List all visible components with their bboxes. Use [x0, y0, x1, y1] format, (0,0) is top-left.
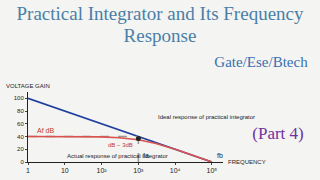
svg-text:10⁵: 10⁵ [207, 167, 218, 174]
svg-text:fb: fb [217, 152, 223, 159]
svg-text:10⁴: 10⁴ [170, 167, 181, 174]
svg-text:40: 40 [17, 134, 24, 140]
svg-text:Actual response of practical i: Actual response of practical integrator [67, 153, 168, 159]
svg-text:1: 1 [26, 167, 30, 174]
svg-text:100: 100 [14, 95, 25, 101]
svg-text:0: 0 [20, 159, 24, 165]
svg-text:fa: fa [143, 152, 149, 159]
svg-text:FREQUENCY: FREQUENCY [228, 159, 266, 165]
svg-text:80: 80 [17, 108, 24, 114]
svg-text:Af dB: Af dB [37, 127, 54, 134]
html-text:(Part 4): (Part 4) [252, 124, 304, 143]
svg-text:20: 20 [17, 146, 24, 152]
html-text:Gate/Ese/Btech: Gate/Ese/Btech [214, 54, 308, 70]
svg-text:Ideal response of practical in: Ideal response of practical integrator [158, 114, 255, 120]
svg-text:10²: 10² [97, 167, 108, 174]
svg-text:10: 10 [61, 167, 69, 174]
html-text:Practical Integrator and Its F: Practical Integrator and Its Frequency R… [16, 3, 304, 46]
svg-text:dB − 3dB: dB − 3dB [108, 142, 133, 148]
svg-text:60: 60 [17, 121, 24, 127]
svg-text:10³: 10³ [133, 167, 144, 174]
svg-text:VOLTAGE GAIN: VOLTAGE GAIN [6, 83, 50, 89]
